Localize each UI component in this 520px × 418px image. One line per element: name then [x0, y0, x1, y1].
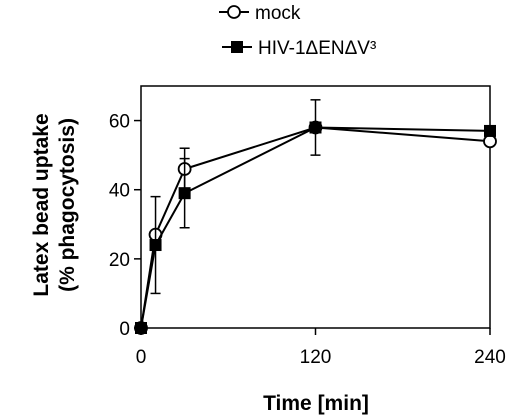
- legend: mock HIV-1ΔENΔV³: [219, 3, 376, 59]
- data-point: [135, 322, 147, 334]
- y-axis-title-line-1: Latex bead uptake: [30, 113, 53, 296]
- y-tick-label: 40: [109, 181, 130, 202]
- x-axis: 0 120 240: [136, 328, 506, 368]
- series-line: [140, 126, 491, 329]
- data-point: [178, 187, 191, 200]
- data-point: [149, 239, 162, 252]
- series-layer: [134, 99, 497, 335]
- x-tick-label: 0: [136, 347, 147, 368]
- legend-hiv-marker: [231, 41, 243, 53]
- y-tick-label: 60: [109, 112, 130, 133]
- series-1: [135, 99, 496, 334]
- x-tick-label: 240: [474, 347, 506, 368]
- y-axis-title-line-2: (% phagocytosis): [56, 118, 79, 292]
- x-tick-label: 120: [300, 347, 332, 368]
- series-line: [140, 126, 491, 329]
- y-axis-title: Latex bead uptake (% phagocytosis): [30, 113, 79, 296]
- legend-mock-marker: [227, 5, 241, 19]
- data-point: [483, 134, 497, 149]
- legend-mock-label: mock: [255, 3, 301, 24]
- y-tick-label: 20: [109, 250, 130, 271]
- data-point: [484, 124, 496, 137]
- x-axis-title: Time [min]: [263, 392, 369, 415]
- y-tick-label: 0: [119, 319, 130, 340]
- legend-hiv-label: HIV-1ΔENΔV³: [258, 38, 376, 59]
- data-point: [309, 121, 322, 134]
- y-axis: 0 20 40 60: [109, 112, 141, 340]
